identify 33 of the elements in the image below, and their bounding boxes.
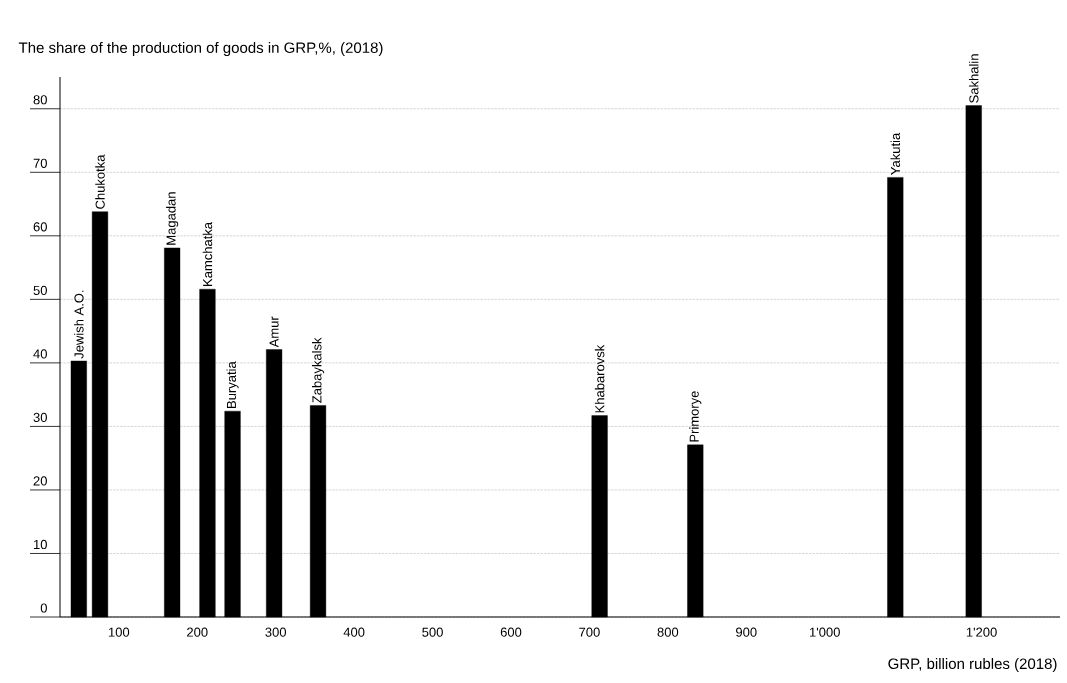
y-tick-label: 0 [40, 603, 47, 613]
y-tick-label: 70 [33, 158, 47, 168]
y-tick-label: 40 [33, 349, 47, 359]
y-tick-label: 60 [33, 222, 47, 232]
annotation: Jewish A.O. [74, 290, 84, 359]
annotation: Sakhalin [968, 54, 979, 103]
x-tick-label: 500 [422, 627, 443, 637]
y-tick-label: 80 [33, 95, 47, 105]
annotation: Primorye [689, 391, 702, 442]
x-tick-label: 400 [343, 627, 365, 637]
y-tick-label: 20 [33, 476, 47, 486]
x-tick-label: 600 [500, 627, 522, 637]
annotation: Khabarovsk [594, 344, 605, 413]
y-tick-label: 50 [33, 285, 47, 295]
x-tick-label: 800 [657, 627, 679, 637]
annotation: Amur [269, 316, 279, 348]
annotation: Magadan [166, 192, 179, 245]
x-axis-title: GRP, billion rubles (2018) [888, 658, 1057, 672]
x-tick-label: 100 [108, 627, 130, 637]
x-tick-label: 300 [265, 627, 287, 637]
annotation: Chukotka [95, 154, 105, 209]
x-tick-label: 200 [187, 627, 208, 637]
x-tick-label: 1'000 [809, 627, 840, 637]
chart-title: The share of the production of goods in GRP,%, (2018) [18, 41, 383, 56]
y-tick-label: 10 [33, 539, 47, 550]
annotation: Buryatia [226, 361, 239, 408]
x-tick-label: 900 [736, 627, 757, 637]
x-tick-label: 1'200 [966, 627, 997, 637]
annotation: Yakutia [890, 132, 901, 175]
annotation: Zabaykalsk [311, 337, 325, 403]
y-tick-label: 30 [33, 412, 47, 423]
annotation: Kamchatka [202, 221, 213, 286]
x-tick-label: 700 [579, 627, 600, 637]
